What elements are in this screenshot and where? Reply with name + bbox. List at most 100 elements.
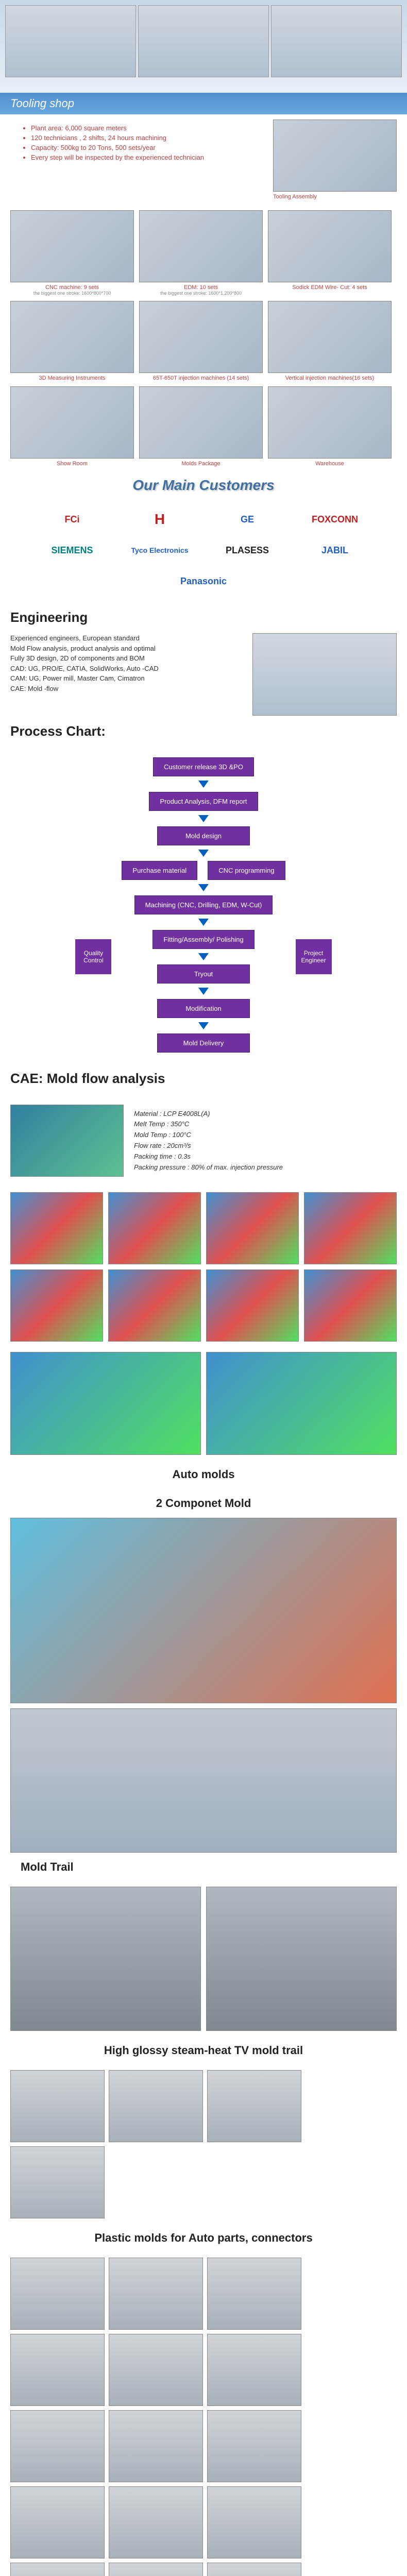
tv-trail-image [109,2070,203,2142]
flow-arrow-icon [198,850,209,857]
machine-sub: the biggest one stroke: 1600*800*700 [10,291,134,296]
customer-logo: GE [209,509,286,530]
part-image [10,2410,105,2482]
flow-step: Machining (CNC, Drilling, EDM, W-Cut) [134,895,273,914]
cae-door-panel-image [10,1352,201,1455]
cae-analysis-image [108,1192,201,1264]
machine-cell: EDM: 10 setsthe biggest one stroke: 1600… [139,210,263,296]
flow-side-left: Quality Control [75,939,111,974]
part-image [109,2563,203,2576]
flow-side-right: Project Engineer [296,939,332,974]
cae-spec-line: Packing pressure : 80% of max. injection… [134,1162,283,1173]
machine-image [10,210,134,282]
eng-line: Fully 3D design, 2D of components and BO… [10,653,242,664]
machine-image [10,386,134,459]
component-mold-image [10,1518,397,1703]
cae-analysis-image [10,1269,103,1342]
component-mold-title: 2 Componet Mold [0,1489,407,1518]
cae-spec-line: Flow rate : 20cm³/s [134,1141,283,1151]
machine-cell: Molds Package [139,386,263,467]
tooling-bullets: Plant area: 6,000 square meters 120 tech… [5,114,258,205]
hero-building-image [5,5,136,77]
hero-building-image [138,5,269,77]
customers-header: Our Main Customers [0,472,407,499]
part-image [207,2334,301,2406]
machine-caption: Warehouse [268,461,392,467]
flow-step: CNC programming [208,861,285,880]
process-title: Process Chart: [0,716,407,747]
flow-step: Fitting/Assembly/ Polishing [152,930,254,949]
tv-trail-image [10,2070,105,2142]
part-image [109,2258,203,2330]
part-image [207,2410,301,2482]
machine-image [10,301,134,373]
part-image [10,2563,105,2576]
customer-logo: FOXCONN [296,509,374,530]
eng-line: CAE: Mold -flow [10,684,242,694]
hero-building-image [271,5,402,77]
cae-analysis-image [304,1269,397,1342]
tv-trail-image [10,2146,105,2218]
machine-cell: CNC machine: 9 setsthe biggest one strok… [10,210,134,296]
part-image [10,2486,105,2558]
machine-image [268,210,392,282]
customers-grid: FCi H GE FOXCONN SIEMENS Tyco Electronic… [0,499,407,602]
bullet-item: 120 technicians , 2 shifts, 24 hours mac… [31,134,242,142]
eng-line: Mold Flow analysis, product analysis and… [10,643,242,654]
flow-arrow-icon [198,953,209,960]
cae-specs: Material : LCP E4008L(A) Melt Temp : 350… [134,1109,283,1173]
machine-cell: Show Room [10,386,134,467]
engineering-text: Experienced engineers, European standard… [10,633,242,716]
flow-arrow-icon [198,884,209,891]
part-image [10,2334,105,2406]
cae-spec-line: Mold Temp : 100°C [134,1130,283,1141]
machine-caption: Vertical injection machines(16 sets) [268,375,392,381]
plastic-parts-grid [0,2252,407,2576]
machine-caption: EDM: 10 sets [139,284,263,291]
machine-cell: Sodick EDM Wire- Cut: 4 sets [268,210,392,296]
mold-trail-image [10,1887,201,2031]
cae-analysis-image [10,1192,103,1264]
hero-banner [0,0,407,93]
flow-arrow-icon [198,988,209,995]
machine-cell: Warehouse [268,386,392,467]
machine-image [139,386,263,459]
part-image [10,2258,105,2330]
flow-step: Product Analysis, DFM report [149,792,258,811]
part-image [207,2563,301,2576]
customer-logo: Tyco Electronics [121,540,198,561]
part-image [207,2258,301,2330]
machine-caption: 65T-650T injection machines (14 sets) [139,375,263,381]
cae-title: CAE: Mold flow analysis [0,1063,407,1094]
customer-logo: Panasonic [165,571,242,591]
flow-step: Purchase material [122,861,197,880]
customer-logo: SIEMENS [33,540,111,561]
auto-molds-title: Auto molds [0,1460,407,1489]
tooling-assembly-image [273,120,397,192]
cae-spec-line: Material : LCP E4008L(A) [134,1109,283,1120]
cae-spec-line: Melt Temp : 350°C [134,1119,283,1130]
flow-arrow-icon [198,781,209,788]
tv-trail-image [207,2070,301,2142]
customer-logo: PLASESS [209,540,286,561]
machine-caption: CNC machine: 9 sets [10,284,134,291]
bullet-item: Capacity: 500kg to 20 Tons, 500 sets/yea… [31,144,242,151]
cae-door-panel-image [206,1352,397,1455]
machine-grid: CNC machine: 9 setsthe biggest one strok… [0,205,407,472]
customer-logo: H [121,509,198,530]
cae-analysis-image [108,1269,201,1342]
bullet-item: Every step will be inspected by the expe… [31,154,242,161]
machine-caption: Molds Package [139,461,263,467]
customer-logo: FCi [33,509,111,530]
cae-spec-line: Packing time : 0.3s [134,1151,283,1162]
process-flowchart: Customer release 3D &PO Product Analysis… [0,747,407,1063]
part-image [207,2486,301,2558]
cae-analysis-image [206,1192,299,1264]
mold-trail-image [206,1887,397,2031]
part-image [109,2410,203,2482]
machine-cell: 65T-650T injection machines (14 sets) [139,301,263,381]
engineering-title: Engineering [0,602,407,633]
machine-image [139,301,263,373]
flow-step: Modification [157,999,250,1018]
eng-line: Experienced engineers, European standard [10,633,242,643]
